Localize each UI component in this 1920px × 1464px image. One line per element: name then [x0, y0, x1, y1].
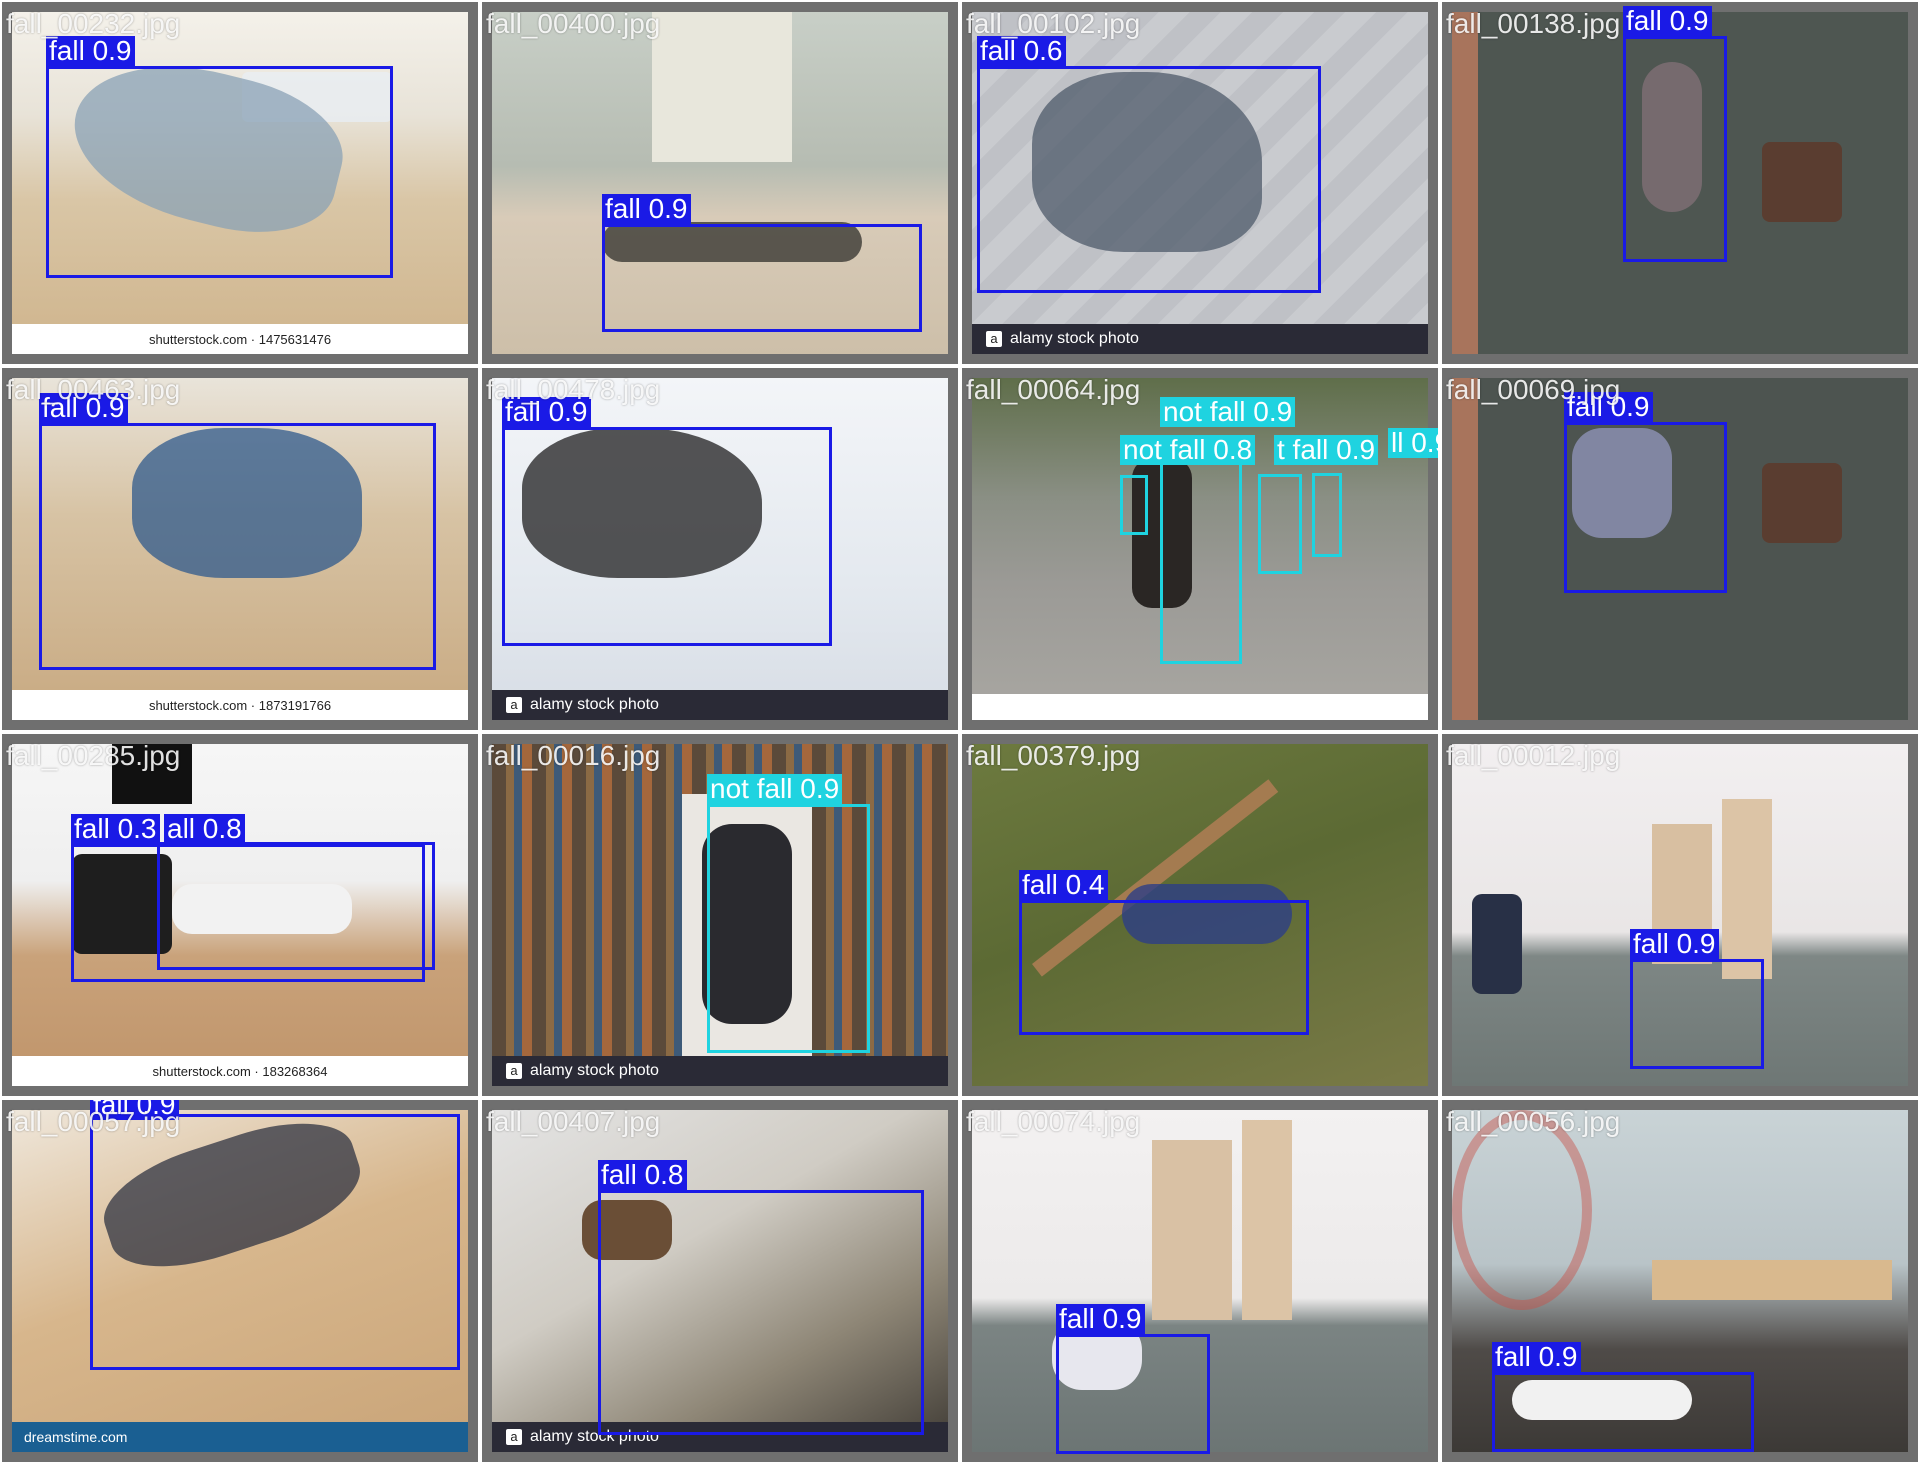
- fall-label: fall 0.3: [71, 814, 160, 844]
- watermark-banner: shutterstock.com · 1873191766: [12, 690, 468, 720]
- fall-bounding-box: [1564, 422, 1727, 593]
- image-tile[interactable]: shutterstock.com · 183268364 fall_00285.…: [2, 734, 478, 1096]
- filename: fall_00056.jpg: [1446, 1106, 1621, 1137]
- image-tile[interactable]: fall_00064.jpg not fall 0.9 not fall 0.8…: [962, 368, 1438, 730]
- filename: fall_00463.jpg: [6, 374, 181, 405]
- not-fall-bounding-box: [1312, 473, 1342, 557]
- not-fall-bounding-box: [1120, 475, 1148, 535]
- watermark-banner: a alamy stock photo: [492, 1056, 948, 1086]
- fall-label: all 0.8: [164, 814, 245, 844]
- fall-bounding-box: [90, 1114, 460, 1370]
- image-tile[interactable]: shutterstock.com · 1873191766 fall_00463…: [2, 368, 478, 730]
- not-fall-bounding-box: [1160, 456, 1242, 664]
- fall-label: fall 0.9: [602, 194, 691, 224]
- fall-label: fall 0.4: [1019, 870, 1108, 900]
- image-tile[interactable]: fall_00069.jpg fall 0.9: [1442, 368, 1918, 730]
- not-fall-label: ll 0.9.9: [1388, 428, 1438, 458]
- fall-bounding-box: [46, 66, 393, 278]
- fall-label: fall 0.9: [1564, 392, 1653, 422]
- watermark-banner: a alamy stock photo: [972, 324, 1428, 354]
- fall-label: fall 0.9: [502, 397, 591, 427]
- filename: fall_00407.jpg: [486, 1106, 661, 1137]
- fall-bounding-box: [157, 842, 435, 970]
- filename: fall_00102.jpg: [966, 8, 1141, 39]
- fall-bounding-box: [1623, 36, 1727, 262]
- fall-label: fall 0.9: [46, 36, 135, 66]
- not-fall-label: not fall 0.9: [707, 774, 843, 804]
- photo: a alamy stock photo: [492, 1110, 948, 1452]
- photo: shutterstock.com · 1873191766: [12, 378, 468, 720]
- image-tile[interactable]: a alamy stock photo fall_00407.jpg fall 0…: [482, 1100, 958, 1462]
- filename: fall_00285.jpg: [6, 740, 181, 771]
- filename: fall_00064.jpg: [966, 374, 1141, 405]
- filename: fall_00016.jpg: [486, 740, 661, 771]
- fall-bounding-box: [502, 427, 832, 646]
- fall-bounding-box: [71, 844, 425, 982]
- fall-bounding-box: [602, 224, 922, 332]
- fall-label: fall 0.8: [598, 1160, 687, 1190]
- photo: [1452, 12, 1908, 354]
- fall-bounding-box: [598, 1190, 924, 1435]
- watermark-banner: a alamy stock photo: [492, 1422, 948, 1452]
- not-fall-bounding-box: [707, 804, 870, 1053]
- filename: fall_00400.jpg: [486, 8, 661, 39]
- not-fall-bounding-box: [1258, 474, 1302, 574]
- image-tile[interactable]: a alamy stock photo fall_00478.jpg fall 0…: [482, 368, 958, 730]
- image-tile[interactable]: fall_00138.jpg fall 0.9: [1442, 2, 1918, 364]
- watermark-banner: shutterstock.com · 1475631476: [12, 324, 468, 354]
- photo: shutterstock.com · 183268364: [12, 744, 468, 1086]
- fall-label: fall 0.9: [1492, 1342, 1581, 1372]
- photo: [492, 12, 948, 354]
- filename: fall_00478.jpg: [486, 374, 661, 405]
- photo: [972, 1110, 1428, 1452]
- photo: [972, 744, 1428, 1086]
- image-tile[interactable]: fall_00400.jpg fall 0.9: [482, 2, 958, 364]
- photo: dreamstime.com: [12, 1110, 468, 1452]
- fall-label: fall 0.9: [90, 1100, 179, 1120]
- filename: fall_00379.jpg: [966, 740, 1141, 771]
- image-tile[interactable]: fall_00056.jpg fall 0.9: [1442, 1100, 1918, 1462]
- fall-label: fall 0.9: [1056, 1304, 1145, 1334]
- filename: fall_00232.jpg: [6, 8, 181, 39]
- watermark-banner: [972, 694, 1428, 720]
- photo: [1452, 1110, 1908, 1452]
- image-tile[interactable]: a alamy stock photo fall_00016.jpg not fa…: [482, 734, 958, 1096]
- image-tile[interactable]: fall_00012.jpg fall 0.9: [1442, 734, 1918, 1096]
- fall-label: fall 0.6: [977, 36, 1066, 66]
- image-tile[interactable]: shutterstock.com · 1475631476 fall_00232…: [2, 2, 478, 364]
- fall-label: fall 0.9: [1630, 929, 1719, 959]
- photo: [1452, 378, 1908, 720]
- fall-bounding-box: [1056, 1334, 1210, 1454]
- fall-bounding-box: [1492, 1372, 1754, 1452]
- filename: fall_00074.jpg: [966, 1106, 1141, 1137]
- watermark-banner: dreamstime.com: [12, 1422, 468, 1452]
- image-tile[interactable]: fall_00379.jpg fall 0.4: [962, 734, 1438, 1096]
- image-tile[interactable]: fall_00074.jpg fall 0.9: [962, 1100, 1438, 1462]
- filename: fall_00012.jpg: [1446, 740, 1621, 771]
- fall-bounding-box: [1630, 959, 1764, 1069]
- watermark-banner: shutterstock.com · 183268364: [12, 1056, 468, 1086]
- watermark-banner: a alamy stock photo: [492, 690, 948, 720]
- filename: fall_00069.jpg: [1446, 374, 1621, 405]
- fall-label: fall 0.9: [1623, 6, 1712, 36]
- fall-bounding-box: [1019, 900, 1309, 1035]
- fall-label: fall 0.9: [39, 393, 128, 423]
- image-tile[interactable]: dreamstime.com fall_00057.jpg fall 0.9: [2, 1100, 478, 1462]
- fall-bounding-box: [977, 66, 1321, 293]
- photo: a alamy stock photo: [972, 12, 1428, 354]
- not-fall-label: not fall 0.9: [1160, 397, 1296, 427]
- filename: fall_00138.jpg: [1446, 8, 1621, 39]
- filename: fall_00057.jpg: [6, 1106, 181, 1137]
- not-fall-label: not fall 0.8: [1120, 435, 1256, 465]
- photo: a alamy stock photo: [492, 378, 948, 720]
- photo: [1452, 744, 1908, 1086]
- photo: a alamy stock photo: [492, 744, 948, 1086]
- not-fall-label: t fall 0.9: [1274, 435, 1379, 465]
- image-tile[interactable]: a alamy stock photo fall_00102.jpg fall 0…: [962, 2, 1438, 364]
- fall-bounding-box: [39, 423, 436, 670]
